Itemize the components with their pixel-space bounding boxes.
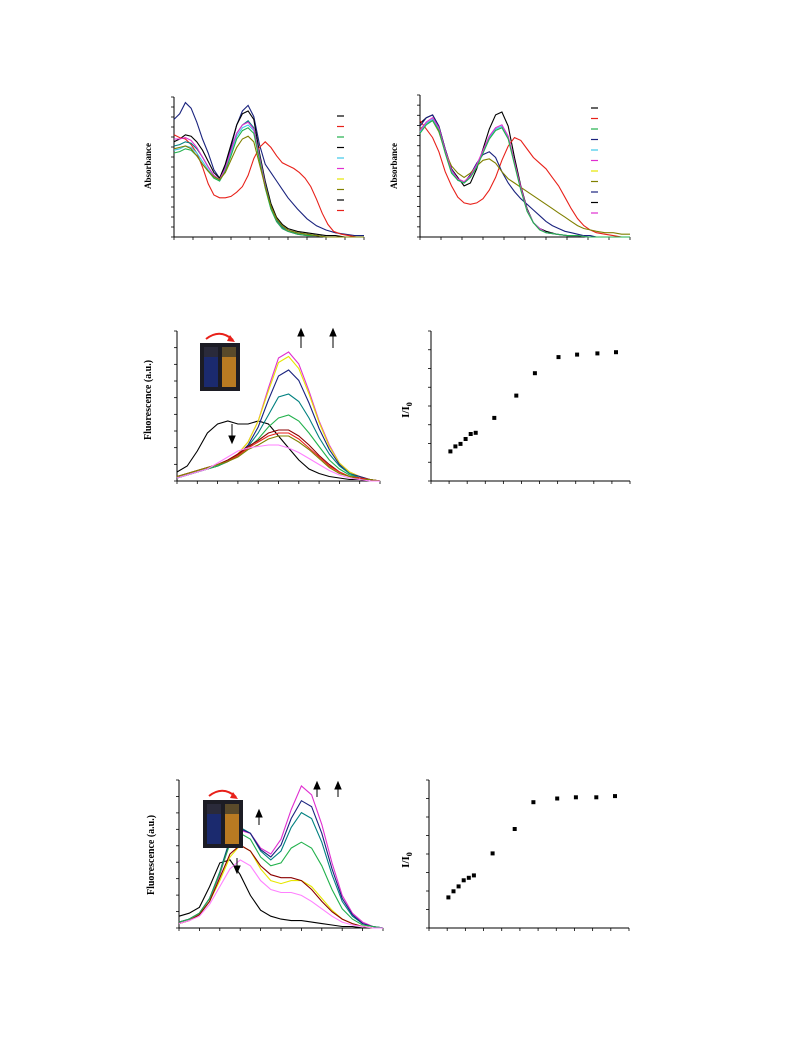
scatter-point-11 — [595, 351, 600, 356]
ratio-2-ylabel: I/I0 — [400, 852, 414, 868]
absorbance-left-ylabel: Absorbance — [143, 143, 153, 189]
series-line-6 — [178, 844, 383, 929]
up-arrow-icon — [334, 780, 342, 790]
series-line-3 — [419, 119, 630, 235]
fluorescence-1-panel — [174, 330, 381, 484]
scatter-point-4 — [468, 432, 473, 436]
scatter-point-11 — [594, 795, 599, 800]
ratio-1-ylabel: I/I0 — [400, 402, 414, 418]
series-line-0 — [178, 859, 383, 929]
series-line-5 — [176, 414, 381, 482]
ratio-2-panel — [426, 779, 630, 931]
arrow-annotations — [228, 327, 342, 875]
series-line-6 — [173, 127, 364, 238]
scatter-point-1 — [453, 444, 458, 449]
series-line-4 — [178, 832, 384, 929]
series-line-1 — [173, 110, 364, 238]
series-line-0 — [419, 111, 630, 238]
fluorescence-2-panel — [176, 779, 384, 931]
scatter-point-5 — [471, 873, 476, 878]
scatter-point-10 — [575, 352, 580, 357]
down-arrow-icon — [233, 865, 241, 875]
series-line-7 — [178, 859, 383, 929]
cuvette-photo-inset-2 — [203, 789, 243, 848]
scatter-point-0 — [448, 449, 453, 454]
scatter-point-0 — [446, 895, 451, 900]
series-line-2 — [173, 134, 364, 238]
fluorescence-1-ylabel: Fluorescence (a.u.) — [143, 360, 154, 440]
scatter-point-6 — [490, 851, 495, 856]
series-line-0 — [173, 101, 364, 237]
up-arrow-icon — [255, 808, 263, 818]
series-line-9 — [176, 444, 380, 482]
series-line-1 — [419, 120, 630, 238]
series-line-6 — [419, 119, 630, 238]
scatter-point-8 — [532, 371, 537, 376]
up-arrow-icon — [329, 327, 337, 337]
scatter-point-8 — [531, 800, 536, 805]
absorbance-right-panel — [417, 94, 631, 240]
scatter-point-2 — [458, 441, 463, 446]
scatter-point-6 — [492, 415, 497, 420]
series-line-4 — [173, 124, 364, 238]
scatter-point-3 — [463, 437, 468, 441]
series-line-2 — [419, 114, 630, 238]
series-line-4 — [419, 118, 630, 238]
up-arrow-icon — [297, 327, 305, 337]
scatter-point-7 — [514, 393, 519, 398]
absorbance-left-panel — [171, 96, 365, 240]
scatter-point-10 — [573, 795, 578, 800]
series-line-8 — [176, 435, 381, 482]
scatter-point-4 — [466, 875, 471, 880]
scatter-point-1 — [451, 889, 456, 894]
scatter-point-9 — [556, 355, 561, 360]
fluorescence-2-ylabel: Fluorescence (a.u.) — [146, 815, 157, 895]
scatter-point-9 — [555, 796, 560, 801]
absorbance-right-ylabel: Absorbance — [389, 143, 399, 189]
scatter-point-5 — [473, 430, 478, 435]
scatter-point-2 — [456, 884, 461, 889]
series-line-5 — [419, 116, 630, 238]
cuvette-photo-inset-1 — [200, 332, 240, 391]
scatter-point-7 — [512, 827, 517, 831]
scatter-point-12 — [613, 794, 617, 799]
series-line-7 — [173, 135, 364, 238]
scatter-point-3 — [461, 878, 466, 883]
down-arrow-icon — [228, 435, 236, 445]
up-arrow-icon — [313, 780, 321, 790]
ratio-1-panel — [428, 330, 631, 484]
scatter-point-12 — [614, 350, 618, 355]
